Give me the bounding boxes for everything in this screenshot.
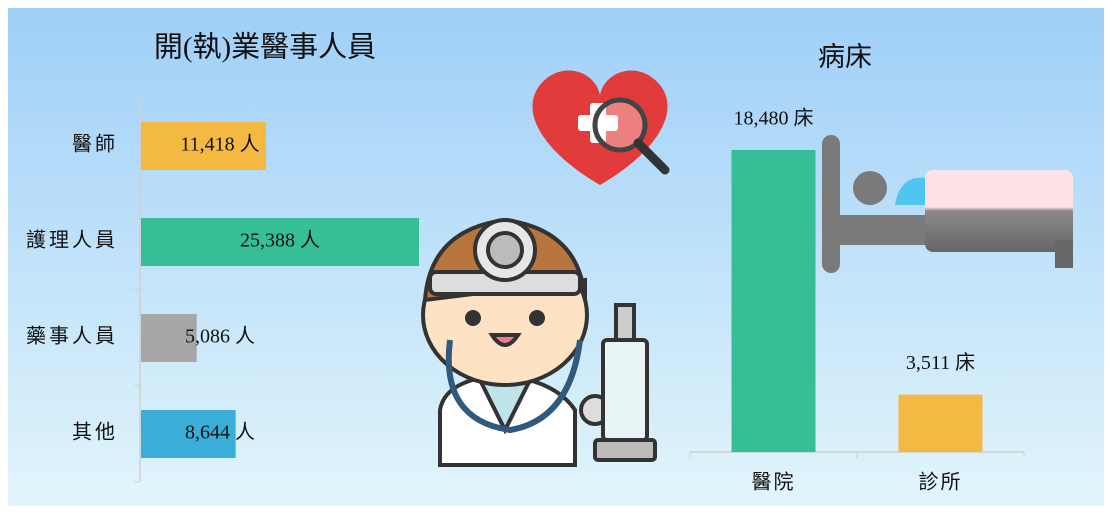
chart: 開(執)業醫事人員 醫師 11,418 人護理人員 25,388 人藥事人員 5,08…: [0, 0, 1112, 514]
value-label: 3,511 床: [906, 351, 975, 374]
page: 開(執)業醫事人員 醫師 11,418 人護理人員 25,388 人藥事人員 5,08…: [0, 0, 1112, 514]
chart-title: 開(執)業醫事人員: [154, 31, 376, 64]
category-label: 藥事人員: [26, 325, 118, 348]
category-label: 醫師: [72, 133, 118, 156]
bar: [732, 150, 816, 452]
chart-title: 病床: [818, 42, 872, 72]
category-label: 診所: [919, 471, 963, 494]
category-label: 醫院: [752, 471, 796, 494]
category-label: 其他: [72, 421, 118, 444]
value-label: 8,644 人: [185, 421, 255, 444]
value-label: 25,388 人: [240, 229, 320, 252]
value-label: 11,418 人: [180, 133, 259, 156]
value-label: 18,480 床: [734, 107, 814, 130]
value-label: 5,086 人: [185, 325, 255, 348]
bar: [899, 395, 983, 452]
category-label: 護理人員: [26, 229, 118, 252]
